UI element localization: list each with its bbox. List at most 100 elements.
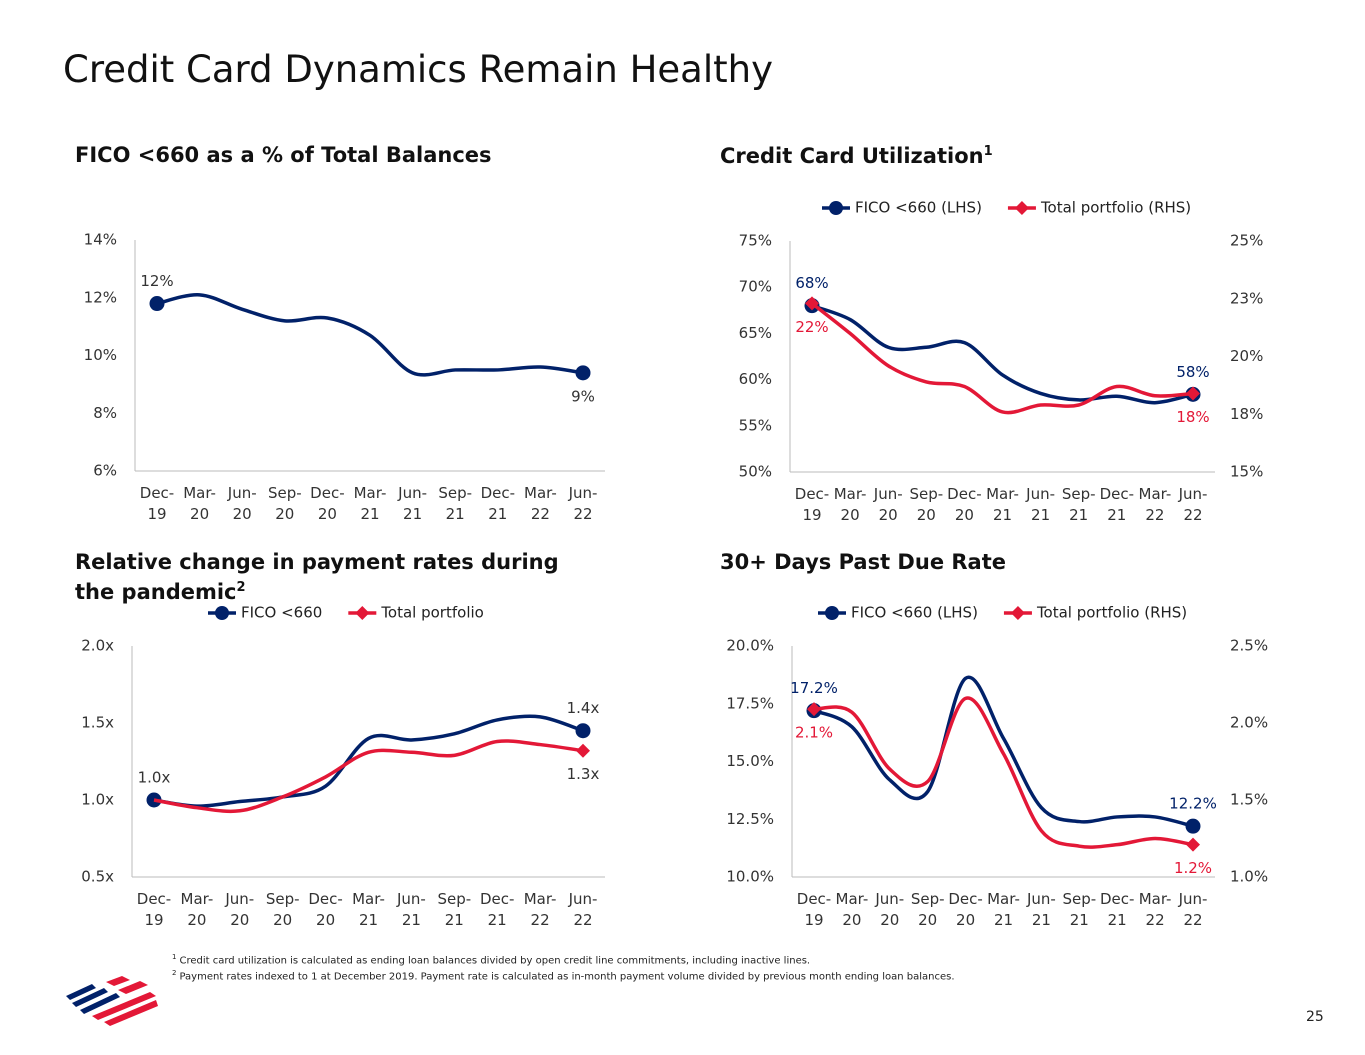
- chart-title: FICO <660 as a % of Total Balances: [75, 143, 635, 168]
- y-tick-label: 75%: [739, 232, 772, 250]
- y-tick-label: 60%: [739, 370, 772, 388]
- x-tick-label: Sep-21: [437, 890, 471, 929]
- x-tick-label: Jun-22: [568, 484, 598, 523]
- y-tick-label: 14%: [84, 231, 117, 249]
- x-tick-label: Jun-20: [224, 890, 254, 929]
- x-tick-label: Dec-21: [1100, 485, 1134, 524]
- y-tick-label: 12%: [84, 288, 117, 306]
- y-tick-label: 0.5x: [81, 868, 114, 886]
- legend-label: FICO <660: [241, 604, 322, 622]
- x-tick-label: Sep-21: [438, 484, 472, 523]
- y-tick-label: 8%: [93, 404, 117, 422]
- circle-marker: [1185, 818, 1201, 834]
- x-tick-label: Dec-21: [481, 484, 515, 523]
- data-label: 9%: [571, 387, 595, 405]
- data-label: 22%: [795, 318, 828, 336]
- footnote: 2 Payment rates indexed to 1 at December …: [172, 967, 955, 983]
- x-tick-label: Jun-21: [396, 890, 426, 929]
- chart-title-text: Relative change in payment rates during …: [75, 550, 559, 604]
- data-label: 18%: [1176, 408, 1209, 426]
- y-tick-label: 1.5x: [81, 714, 114, 732]
- x-tick-label: Jun-22: [1178, 890, 1208, 929]
- data-label: 1.2%: [1174, 859, 1212, 877]
- series-line: [153, 739, 584, 814]
- series-line: [153, 714, 584, 808]
- x-tick-label: Dec-19: [797, 890, 831, 929]
- y-tick-label: 12.5%: [726, 810, 774, 828]
- data-label: 17.2%: [790, 679, 838, 697]
- x-tick-label: Dec-20: [310, 484, 344, 523]
- diamond-marker: [576, 743, 590, 758]
- circle-marker: [149, 296, 165, 312]
- diamond-marker: [1014, 201, 1029, 215]
- x-tick-label: Mar-22: [1139, 485, 1172, 524]
- y-tick-label: 17.5%: [726, 694, 774, 712]
- x-tick-label: Jun-22: [1178, 485, 1208, 524]
- x-tick-label: Jun-20: [873, 485, 903, 524]
- chart-title: 30+ Days Past Due Rate: [720, 550, 1280, 575]
- slide-title: Credit Card Dynamics Remain Healthy: [63, 48, 773, 91]
- y-tick-label: 1.0x: [81, 791, 114, 809]
- y2-tick-label: 2.5%: [1230, 637, 1268, 655]
- legend-label: Total portfolio: [380, 604, 484, 622]
- diamond-marker: [355, 606, 370, 620]
- legend-label: FICO <660 (LHS): [855, 199, 982, 217]
- x-tick-label: Mar-20: [183, 484, 216, 523]
- y-tick-label: 55%: [739, 416, 772, 434]
- y-tick-label: 70%: [739, 278, 772, 296]
- x-tick-label: Sep-20: [268, 484, 302, 523]
- x-tick-label: Sep-21: [1062, 890, 1096, 929]
- y2-tick-label: 25%: [1230, 232, 1263, 250]
- y2-tick-label: 20%: [1230, 347, 1263, 365]
- y-tick-label: 10%: [84, 346, 117, 364]
- x-tick-label: Mar-21: [987, 890, 1020, 929]
- y-tick-label: 6%: [93, 462, 117, 480]
- data-label: 1.0x: [138, 769, 171, 787]
- y-tick-label: 65%: [739, 324, 772, 342]
- diamond-marker: [1186, 386, 1200, 401]
- footnote-text: Credit card utilization is calculated as…: [179, 955, 811, 967]
- title-footnote: 2: [236, 580, 246, 595]
- circle-marker: [825, 606, 839, 620]
- x-tick-label: Jun-21: [1026, 890, 1056, 929]
- x-tick-label: Mar-20: [181, 890, 214, 929]
- data-label: 1.4x: [567, 699, 600, 717]
- x-tick-label: Sep-20: [266, 890, 300, 929]
- legend-label: Total portfolio (RHS): [1036, 604, 1187, 622]
- y2-tick-label: 1.5%: [1230, 791, 1268, 809]
- data-label: 2.1%: [795, 724, 833, 742]
- diamond-marker: [1186, 837, 1200, 852]
- logo: [66, 976, 158, 1026]
- footnote: 1 Credit card utilization is calculated a…: [172, 951, 955, 967]
- x-tick-label: Mar-22: [524, 890, 557, 929]
- y2-tick-label: 18%: [1230, 405, 1263, 423]
- title-footnote: 1: [983, 144, 993, 159]
- x-tick-label: Dec-19: [140, 484, 174, 523]
- x-tick-label: Jun-21: [397, 484, 427, 523]
- y-tick-label: 15.0%: [726, 752, 774, 770]
- y-tick-label: 50%: [739, 463, 772, 481]
- data-label: 68%: [795, 274, 828, 292]
- x-tick-label: Dec-21: [480, 890, 514, 929]
- page-number: 25: [1306, 1009, 1324, 1025]
- series-line: [810, 301, 1194, 415]
- chart-title-text: FICO <660 as a % of Total Balances: [75, 143, 492, 167]
- series-line: [813, 675, 1194, 828]
- circle-marker: [829, 201, 843, 215]
- diamond-marker: [807, 702, 821, 717]
- x-tick-label: Dec-19: [795, 485, 829, 524]
- x-tick-label: Mar-21: [352, 890, 385, 929]
- circle-marker: [575, 365, 591, 381]
- data-label: 12%: [140, 272, 173, 290]
- x-tick-label: Sep-21: [1062, 485, 1096, 524]
- series-line: [811, 304, 1194, 405]
- x-tick-label: Dec-20: [947, 485, 981, 524]
- x-tick-label: Jun-21: [1025, 485, 1055, 524]
- chart-title-text: 30+ Days Past Due Rate: [720, 550, 1006, 574]
- x-tick-label: Jun-20: [227, 484, 257, 523]
- y-tick-label: 20.0%: [726, 637, 774, 655]
- y-tick-label: 2.0x: [81, 637, 114, 655]
- x-tick-label: Dec-21: [1100, 890, 1134, 929]
